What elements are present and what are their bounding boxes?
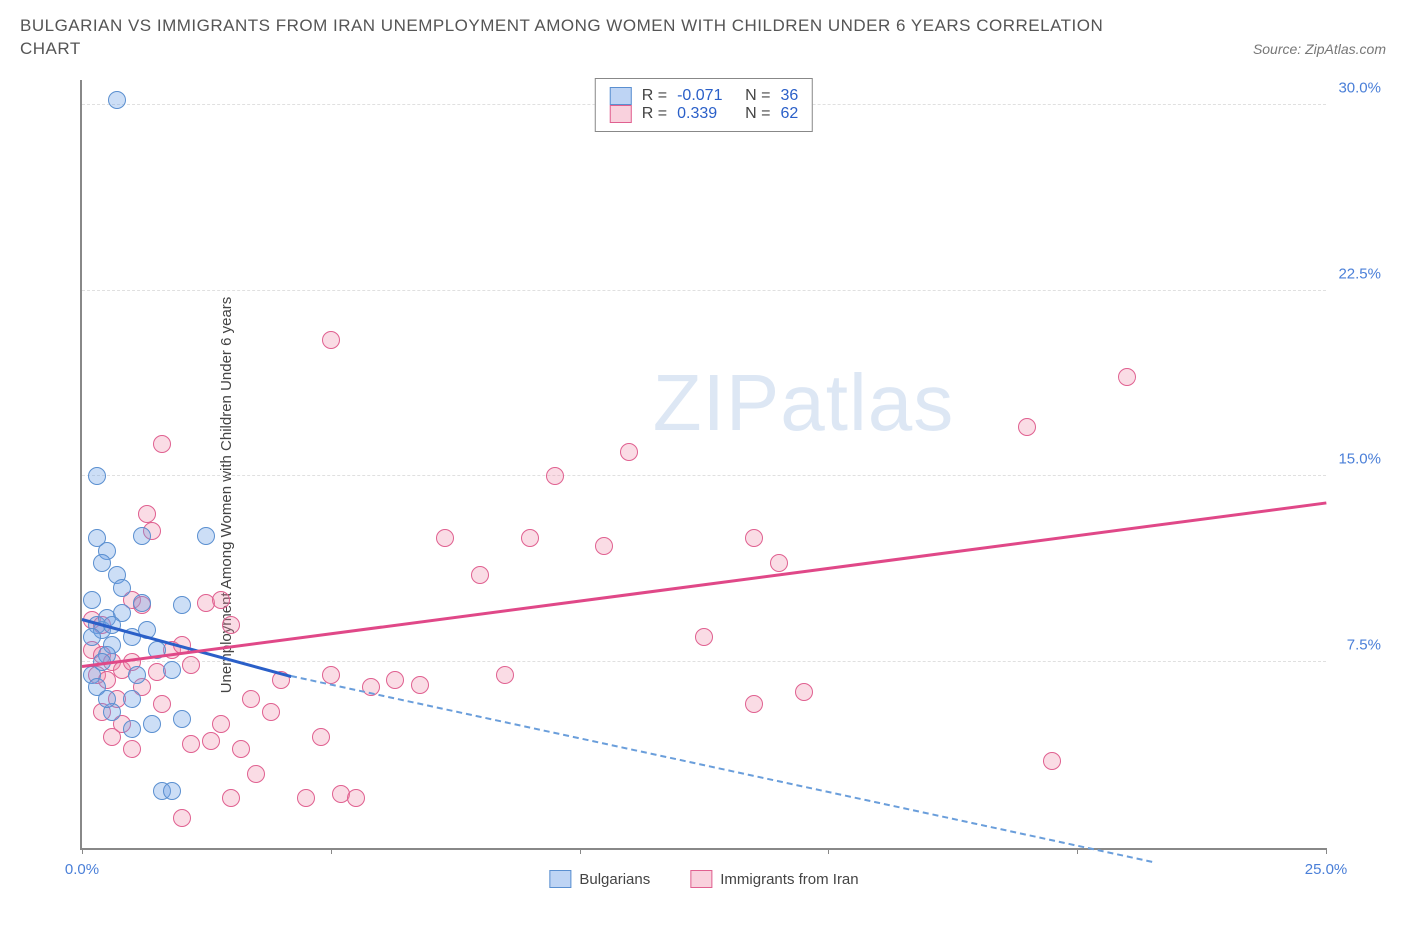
watermark: ZIPatlas: [653, 357, 954, 449]
data-point-bulgarians: [113, 579, 131, 597]
data-point-iran: [182, 735, 200, 753]
swatch-blue: [549, 870, 571, 888]
x-tick-mark: [1326, 848, 1327, 854]
plot-area: ZIPatlas R = -0.071 N = 36 R = 0.339 N =…: [80, 80, 1326, 850]
trendline-bulgarians-extrapolated: [291, 675, 1152, 863]
x-tick-mark: [1077, 848, 1078, 854]
data-point-iran: [546, 467, 564, 485]
data-point-iran: [770, 554, 788, 572]
data-point-iran: [173, 809, 191, 827]
data-point-bulgarians: [88, 467, 106, 485]
x-tick-mark: [828, 848, 829, 854]
y-tick-label: 7.5%: [1347, 637, 1381, 654]
data-point-bulgarians: [163, 782, 181, 800]
data-point-bulgarians: [98, 690, 116, 708]
data-point-bulgarians: [163, 661, 181, 679]
x-tick-label: 0.0%: [65, 861, 99, 878]
swatch-blue: [610, 87, 632, 105]
data-point-iran: [222, 789, 240, 807]
y-tick-label: 30.0%: [1338, 79, 1381, 96]
data-point-bulgarians: [93, 554, 111, 572]
data-point-iran: [411, 676, 429, 694]
data-point-bulgarians: [83, 591, 101, 609]
data-point-iran: [247, 765, 265, 783]
data-point-iran: [222, 616, 240, 634]
legend-row-iran: R = 0.339 N = 62: [610, 105, 798, 123]
y-tick-label: 15.0%: [1338, 451, 1381, 468]
data-point-iran: [386, 671, 404, 689]
data-point-iran: [347, 789, 365, 807]
data-point-iran: [471, 566, 489, 584]
data-point-bulgarians: [83, 628, 101, 646]
data-point-bulgarians: [133, 527, 151, 545]
data-point-iran: [695, 628, 713, 646]
x-tick-label: 25.0%: [1305, 861, 1348, 878]
data-point-iran: [496, 666, 514, 684]
data-point-bulgarians: [128, 666, 146, 684]
data-point-bulgarians: [123, 690, 141, 708]
chart-title-line1: BULGARIAN VS IMMIGRANTS FROM IRAN UNEMPL…: [20, 12, 1386, 39]
data-point-iran: [123, 740, 141, 758]
data-point-bulgarians: [143, 715, 161, 733]
data-point-bulgarians: [108, 91, 126, 109]
series-legend: Bulgarians Immigrants from Iran: [549, 870, 858, 888]
data-point-iran: [620, 443, 638, 461]
data-point-iran: [1043, 752, 1061, 770]
data-point-iran: [322, 331, 340, 349]
data-point-iran: [1018, 418, 1036, 436]
gridline-horizontal: [82, 290, 1326, 291]
data-point-iran: [297, 789, 315, 807]
y-tick-label: 22.5%: [1338, 265, 1381, 282]
data-point-bulgarians: [133, 594, 151, 612]
data-point-iran: [182, 656, 200, 674]
data-point-iran: [1118, 368, 1136, 386]
x-tick-mark: [331, 848, 332, 854]
data-point-bulgarians: [197, 527, 215, 545]
data-point-iran: [242, 690, 260, 708]
chart-title-line2: CHART: [20, 39, 1253, 59]
data-point-iran: [521, 529, 539, 547]
data-point-iran: [212, 715, 230, 733]
data-point-iran: [262, 703, 280, 721]
gridline-horizontal: [82, 475, 1326, 476]
data-point-iran: [138, 505, 156, 523]
data-point-iran: [436, 529, 454, 547]
data-point-iran: [745, 695, 763, 713]
swatch-pink: [610, 105, 632, 123]
data-point-bulgarians: [123, 720, 141, 738]
data-point-iran: [795, 683, 813, 701]
legend-item-bulgarians: Bulgarians: [549, 870, 650, 888]
legend-item-iran: Immigrants from Iran: [690, 870, 858, 888]
data-point-bulgarians: [173, 596, 191, 614]
data-point-bulgarians: [173, 710, 191, 728]
x-tick-mark: [580, 848, 581, 854]
data-point-iran: [212, 591, 230, 609]
swatch-pink: [690, 870, 712, 888]
data-point-iran: [322, 666, 340, 684]
x-tick-mark: [82, 848, 83, 854]
legend-row-bulgarians: R = -0.071 N = 36: [610, 87, 798, 105]
data-point-iran: [153, 435, 171, 453]
source-attribution: Source: ZipAtlas.com: [1253, 41, 1386, 57]
data-point-iran: [202, 732, 220, 750]
gridline-horizontal: [82, 661, 1326, 662]
data-point-iran: [595, 537, 613, 555]
data-point-iran: [153, 695, 171, 713]
data-point-iran: [232, 740, 250, 758]
correlation-legend: R = -0.071 N = 36 R = 0.339 N = 62: [595, 78, 813, 132]
data-point-iran: [312, 728, 330, 746]
data-point-iran: [745, 529, 763, 547]
chart-container: Unemployment Among Women with Children U…: [20, 80, 1386, 910]
